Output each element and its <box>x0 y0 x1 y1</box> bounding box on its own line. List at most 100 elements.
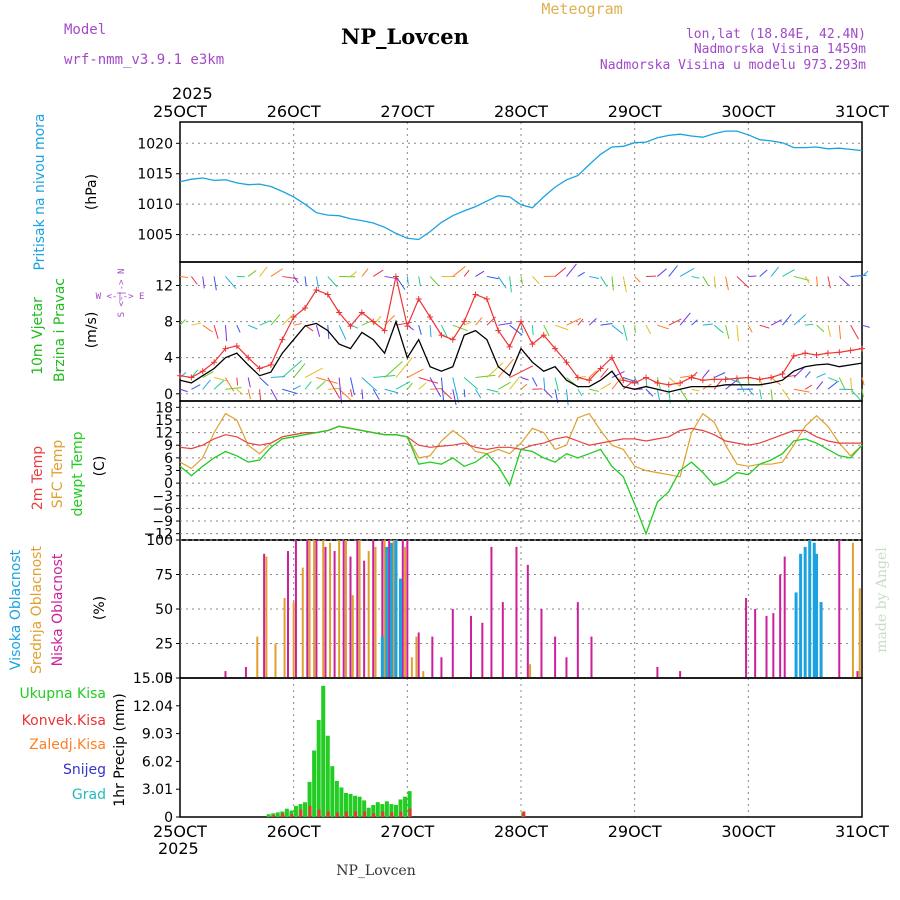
cloud-bar-visoka <box>794 592 798 678</box>
precip-bar-total <box>366 807 371 817</box>
precip-bar-conv <box>290 814 294 817</box>
wind-vector <box>532 276 540 284</box>
wind-speed-line-marker <box>779 370 786 377</box>
cloud-ytick-label: 75 <box>155 568 173 584</box>
cloud-bar-niska <box>469 615 472 678</box>
wind-vector <box>282 388 298 395</box>
wind-vector <box>213 377 228 382</box>
cloud-bar-srednja <box>374 546 377 678</box>
wind-speed-line-marker <box>790 352 797 359</box>
precip-bar-conv <box>281 813 285 817</box>
wind-vector <box>827 381 838 390</box>
wind-vector <box>259 320 271 326</box>
wind-speed-line-marker <box>620 377 627 384</box>
wind-speed-line-marker <box>688 374 695 381</box>
precip-bar-total <box>330 766 335 817</box>
cloud-bar-visoka <box>808 540 812 678</box>
wind-ytick-label: 8 <box>164 315 173 331</box>
precip-bar-total <box>275 812 280 817</box>
wind-vector <box>611 324 624 335</box>
wind-speed-line-marker <box>483 296 490 303</box>
cloud-bar-visoka <box>799 553 803 678</box>
coords-label: lon,lat (18.84E, 42.4N) <box>686 27 866 42</box>
wind-speed-line-marker <box>404 323 411 330</box>
wind-speed-line-marker <box>438 332 445 339</box>
wind-ytick-label: 12 <box>155 278 173 294</box>
precip-bar-total <box>307 781 312 817</box>
wind-vector <box>782 314 792 326</box>
cloud-bar-visoka <box>819 602 823 678</box>
wind-speed-line-marker <box>802 350 809 357</box>
wind-vector <box>315 276 319 289</box>
wind-speed-line-marker <box>665 381 672 388</box>
wind-vector <box>702 323 713 326</box>
wind-vector <box>793 388 810 393</box>
wind-panel: 0 4 8 12 <box>155 261 870 406</box>
wind-vector <box>202 371 214 378</box>
precip-panel: 0 3.01 6.02 9.03 12.04 15.05 <box>133 671 863 826</box>
top-x-label: 29OCT <box>608 102 662 121</box>
cloud-bar-niska <box>451 609 454 678</box>
wind-vector <box>338 388 352 401</box>
wind-vector <box>372 315 382 326</box>
cloud-bar-visoka <box>385 546 389 678</box>
wind-speed-line-marker <box>540 332 547 339</box>
wind-vector <box>259 266 268 277</box>
precip-bar-total <box>393 804 398 817</box>
precip-bar-total <box>348 793 353 817</box>
wind-vector <box>804 276 810 284</box>
top-x-label: 30OCT <box>721 102 775 121</box>
wind-vector <box>838 377 846 391</box>
cloud-bar-niska <box>679 671 682 678</box>
pressure-ylabel: (hPa) <box>84 174 100 210</box>
product-title: Meteogram <box>541 0 622 18</box>
wind-gust-line <box>179 319 863 393</box>
temp-title: 2m Temp <box>30 446 46 510</box>
wind-vector <box>850 324 859 340</box>
wind-speed-line-marker <box>449 336 456 343</box>
wind-vector <box>600 367 609 378</box>
wind-speed-line-marker <box>824 350 831 357</box>
wind-vector <box>850 388 862 402</box>
top-x-label: 28OCT <box>494 102 548 121</box>
bottom-x-label: 25OCT <box>153 822 207 841</box>
wind-speed-line-marker <box>722 376 729 383</box>
wind-vector <box>691 319 698 326</box>
wind-vector <box>213 325 219 339</box>
wind-speed-line-marker <box>552 345 559 352</box>
temp-ytick-label: 0 <box>164 476 173 492</box>
precip-bar-total <box>407 791 412 817</box>
cloud-bar-niska <box>754 609 757 678</box>
cloud-bar-srednja <box>415 636 418 678</box>
wind-vector <box>509 365 534 378</box>
precip-bar-conv <box>372 813 376 817</box>
wind-vector <box>759 389 762 400</box>
wind-vector <box>691 275 700 279</box>
bottom-x-label: 26OCT <box>267 822 321 841</box>
cloud-bar-niska <box>381 540 384 678</box>
cloud-bar-niska <box>856 671 859 678</box>
precip-bar-total <box>380 804 385 817</box>
cloud-bar-srednja <box>301 567 304 678</box>
cloud-bar-srednja <box>292 602 295 678</box>
precip-bar-total <box>384 801 389 817</box>
cloud-bar-niska <box>286 551 289 678</box>
cloud-bar-niska <box>772 613 775 678</box>
wind-vector <box>747 388 755 396</box>
wind-speed-line-marker <box>495 327 502 334</box>
cloud-bar-visoka <box>815 553 819 678</box>
wind-vector <box>725 276 729 291</box>
wind-speed-line-marker <box>836 349 843 356</box>
wind-vector <box>600 276 608 287</box>
wind-vector <box>782 269 795 277</box>
cloud-bar-niska <box>244 666 247 678</box>
wind-vector <box>770 266 780 277</box>
wind-vector <box>691 371 698 378</box>
wind-vector <box>645 324 652 335</box>
wind-vector <box>804 384 813 390</box>
cloud-bar-srednja <box>322 540 325 678</box>
wind-vector <box>361 268 369 277</box>
wind-speed-line-marker <box>733 375 740 382</box>
precip-ytick-label: 12.04 <box>133 699 173 715</box>
